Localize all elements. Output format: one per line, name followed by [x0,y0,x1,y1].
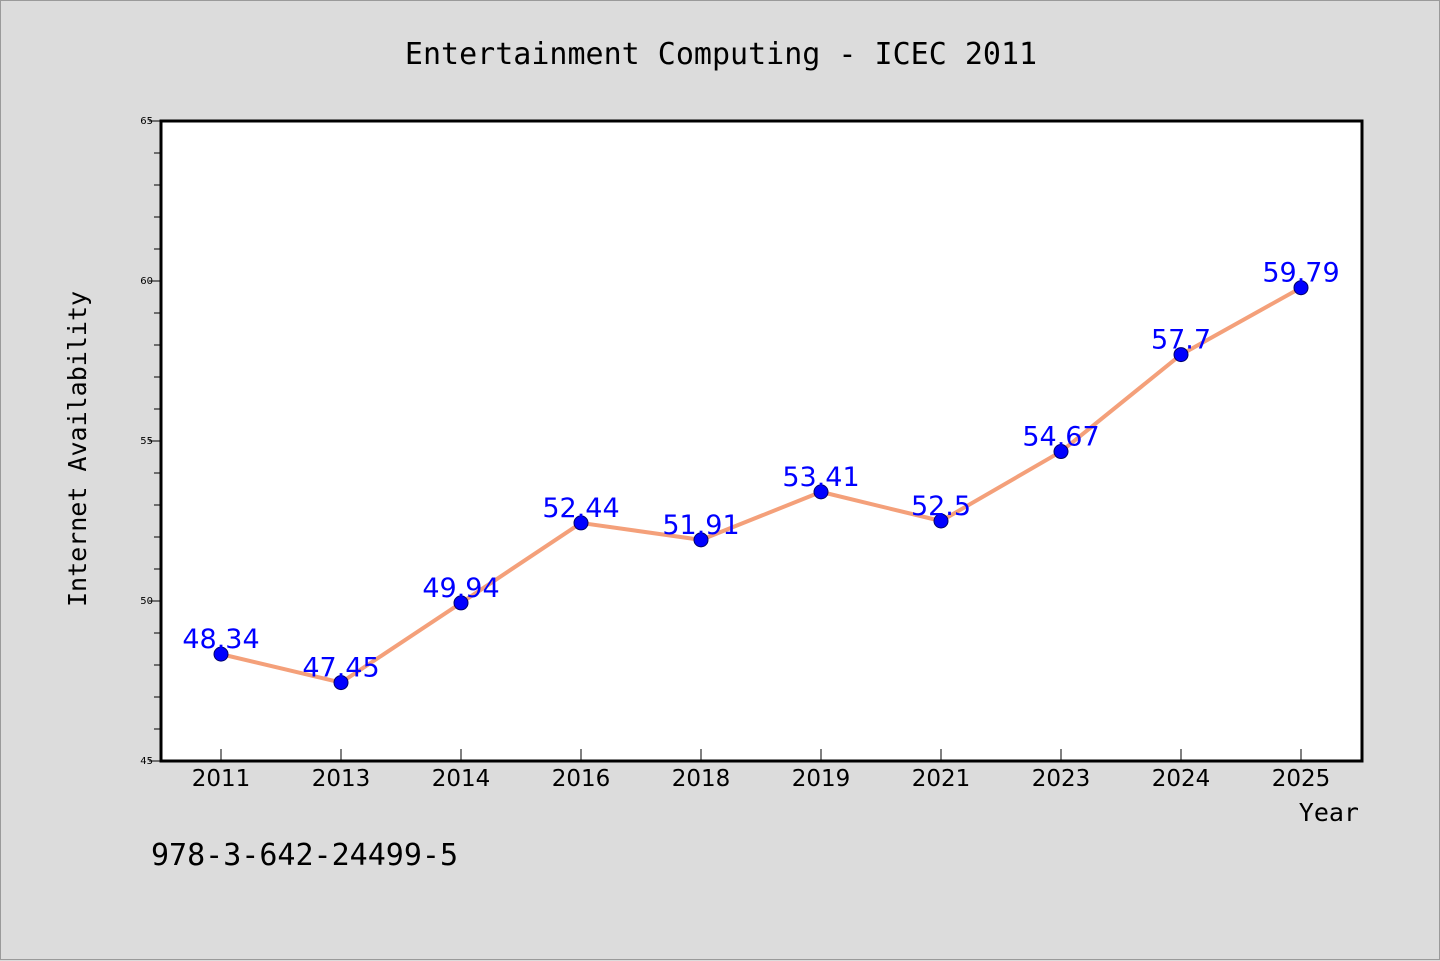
x-axis-ticks: 2011 2013 2014 2016 2018 2019 2021 2023 2024 2025 [192,749,1331,792]
data-label: 59.79 [1262,258,1339,289]
data-label: 52.44 [542,493,619,524]
plot-area [159,119,1364,763]
x-tick-label: 2025 [1272,766,1331,792]
y-axis-ticks: 45 50 55 60 65 [140,116,161,767]
data-point [933,513,949,529]
data-point [333,675,349,691]
data-point [213,646,229,662]
y-tick-label: 65 [140,116,153,127]
y-axis-label: Internet Availability [63,291,92,607]
x-tick-label: 2023 [1032,766,1091,792]
data-label: 51.91 [662,510,739,541]
x-tick-label: 2014 [432,766,491,792]
data-point [693,532,709,548]
data-series: 48.34 47.45 49.94 52.44 51.91 53.41 52.5 54.67 5… [182,258,1340,691]
y-tick-label: 45 [140,756,153,767]
data-label: 57.7 [1151,325,1211,356]
data-label: 54.67 [1022,422,1099,453]
y-tick-label: 60 [140,276,153,287]
chart-title: Entertainment Computing - ICEC 2011 [405,37,1037,72]
data-point [1293,280,1309,296]
data-label: 47.45 [302,653,379,684]
data-label: 52.5 [911,491,971,522]
x-tick-label: 2016 [552,766,611,792]
data-label: 49.94 [422,573,499,604]
data-point [813,484,829,500]
isbn-text: 978-3-642-24499-5 [151,838,458,873]
data-point [573,515,589,531]
data-point [1173,347,1189,363]
x-tick-label: 2021 [912,766,971,792]
x-tick-label: 2024 [1152,766,1211,792]
x-tick-label: 2013 [312,766,371,792]
x-tick-label: 2011 [192,766,251,792]
data-point [1053,444,1069,460]
y-tick-label: 50 [140,596,153,607]
x-tick-label: 2018 [672,766,731,792]
x-axis-label: Year [1299,798,1359,827]
data-label: 53.41 [782,462,859,493]
data-point [453,595,469,611]
y-tick-label: 55 [140,436,153,447]
data-label: 48.34 [182,624,259,655]
series-line [220,285,1302,685]
x-tick-label: 2019 [792,766,851,792]
